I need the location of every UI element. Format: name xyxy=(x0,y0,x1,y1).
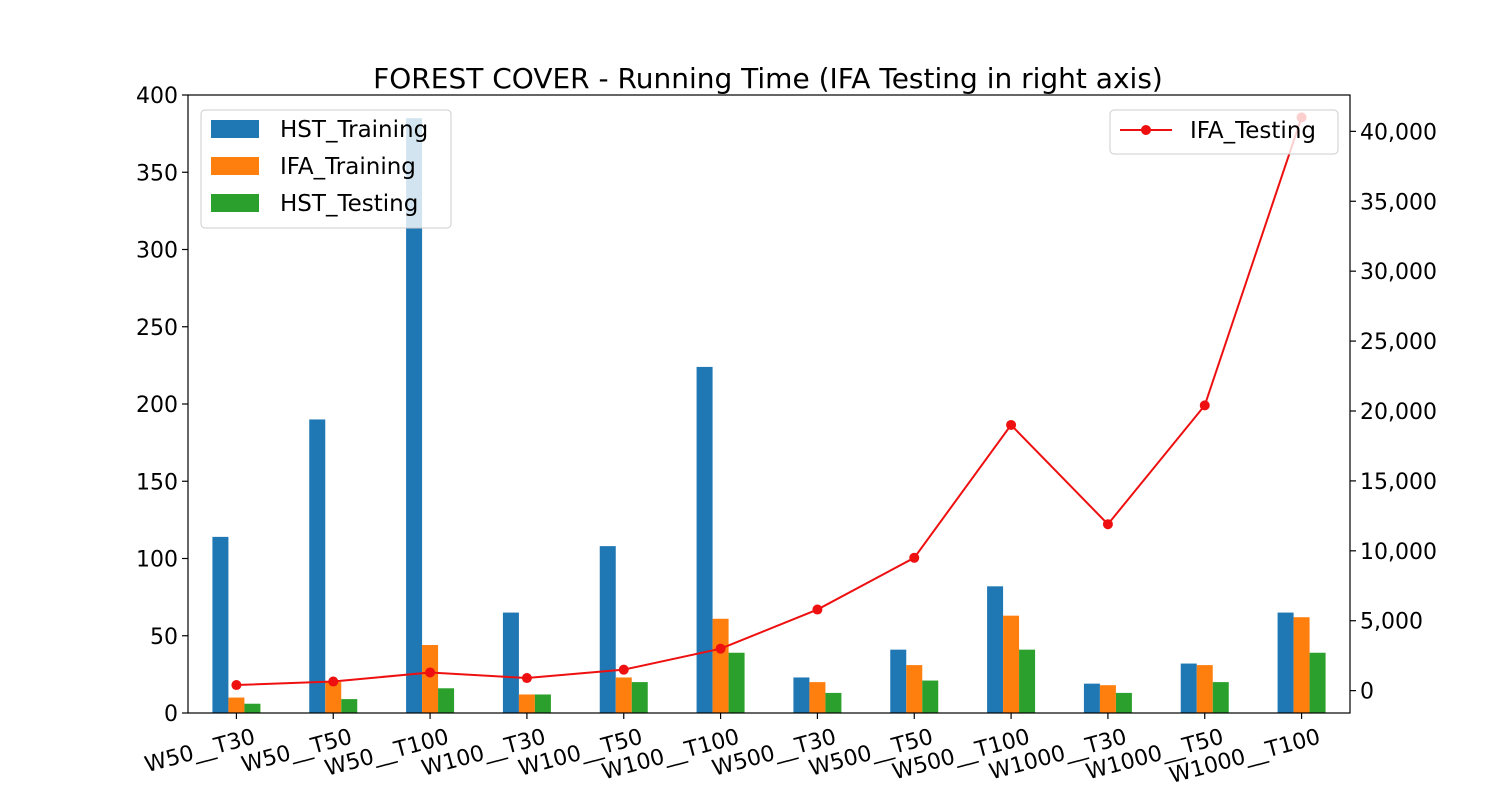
point-ifa-testing-w50-t100 xyxy=(425,667,436,678)
legend-swatch-hst-training xyxy=(211,120,259,138)
bar-hst-testing-w1000-t30 xyxy=(1115,692,1132,713)
bar-ifa-training-w100-t50 xyxy=(615,677,632,713)
bar-ifa-training-w1000-t100 xyxy=(1293,617,1310,713)
bar-hst-testing-w100-t50 xyxy=(631,682,648,713)
y-tick-label: 0 xyxy=(164,702,178,727)
y2-tick-label: 10,000 xyxy=(1360,540,1437,565)
bar-hst-training-w1000-t30 xyxy=(1083,683,1100,713)
bar-hst-testing-w500-t50 xyxy=(922,680,939,713)
x-ticks-group: W50__T30W50__T50W50__T100W100__T30W100__… xyxy=(142,713,1323,789)
x-tick-label: W50__T30 xyxy=(142,725,258,778)
y2-tick-label: 15,000 xyxy=(1360,470,1437,495)
y-tick-label: 400 xyxy=(136,84,178,109)
legend-right: IFA_Testing xyxy=(1109,109,1339,155)
bar-hst-testing-w1000-t50 xyxy=(1212,682,1229,713)
bar-hst-training-w100-t50 xyxy=(599,546,616,713)
legend-marker-ifa-testing xyxy=(1141,125,1151,135)
bar-hst-training-w100-t100 xyxy=(696,366,713,713)
line-ifa-testing xyxy=(236,117,1303,687)
bar-hst-training-w500-t100 xyxy=(987,586,1004,713)
legend-right-box xyxy=(1109,109,1339,155)
point-ifa-testing-w50-t50 xyxy=(328,676,339,687)
point-ifa-testing-w50-t30 xyxy=(231,680,242,691)
bar-hst-testing-w50-t50 xyxy=(341,699,358,713)
y2-tick-label: 30,000 xyxy=(1360,260,1437,285)
bar-hst-testing-w500-t100 xyxy=(1019,649,1036,713)
point-ifa-testing-w500-t30 xyxy=(812,604,823,615)
y-tick-label: 100 xyxy=(136,548,178,573)
bar-ifa-training-w500-t30 xyxy=(809,682,826,713)
bar-hst-training-w1000-t50 xyxy=(1180,663,1197,713)
legend-label-ifa-training: IFA_Training xyxy=(280,154,416,180)
bar-hst-training-w50-t100 xyxy=(406,118,423,714)
y-tick-label: 350 xyxy=(136,161,178,186)
point-ifa-testing-w1000-t50 xyxy=(1199,400,1210,411)
y-ticks-group: 0 50 100 150 200 250 300 350 400 xyxy=(136,84,188,727)
bar-hst-training-w1000-t100 xyxy=(1277,612,1294,713)
legend-swatch-hst-testing xyxy=(211,194,259,212)
bar-hst-testing-w50-t30 xyxy=(244,703,261,713)
chart-title: FOREST COVER - Running Time (IFA Testing… xyxy=(373,62,1163,95)
bar-ifa-training-w1000-t30 xyxy=(1099,685,1116,713)
bar-hst-testing-w50-t100 xyxy=(438,688,455,713)
legend-label-ifa-testing: IFA_Testing xyxy=(1190,118,1316,144)
bar-hst-training-w100-t30 xyxy=(502,612,519,713)
bar-hst-testing-w100-t30 xyxy=(534,694,551,713)
point-ifa-testing-w500-t100 xyxy=(1006,419,1017,430)
y2-tick-label: 35,000 xyxy=(1360,190,1437,215)
y2-tick-label: 40,000 xyxy=(1360,120,1437,145)
point-ifa-testing-w500-t50 xyxy=(909,552,920,563)
point-ifa-testing-w100-t50 xyxy=(618,664,629,675)
bar-ifa-training-w50-t50 xyxy=(325,682,342,713)
bar-ifa-training-w100-t100 xyxy=(712,618,729,713)
y2-tick-label: 20,000 xyxy=(1360,400,1437,425)
y-tick-label: 50 xyxy=(150,625,178,650)
bar-ifa-training-w100-t30 xyxy=(518,694,535,713)
y-tick-label: 150 xyxy=(136,470,178,495)
y-tick-label: 250 xyxy=(136,316,178,341)
bar-hst-testing-w500-t30 xyxy=(825,692,842,713)
legend-left: HST_Training IFA_Training HST_Testing xyxy=(200,109,452,229)
bar-hst-training-w500-t50 xyxy=(890,649,907,713)
legend-label-hst-testing: HST_Testing xyxy=(280,191,418,217)
bar-ifa-training-w50-t100 xyxy=(422,645,439,713)
point-ifa-testing-w100-t30 xyxy=(521,673,532,684)
point-ifa-testing-w1000-t30 xyxy=(1102,519,1113,530)
legend-label-hst-training: HST_Training xyxy=(280,117,428,143)
y2-ticks-group: 0 5,000 10,000 15,000 20,000 25,000 30,000 35,0… xyxy=(1350,120,1437,705)
bar-hst-training-w500-t30 xyxy=(793,677,810,713)
y-tick-label: 300 xyxy=(136,239,178,264)
bar-ifa-training-w500-t50 xyxy=(906,665,923,713)
legend-left-box xyxy=(200,109,452,229)
legend-swatch-ifa-training xyxy=(211,157,259,175)
ifa-testing-line-group xyxy=(231,112,1307,691)
bar-hst-training-w50-t30 xyxy=(212,536,229,713)
bar-hst-testing-w1000-t100 xyxy=(1309,652,1326,713)
y2-tick-label: 25,000 xyxy=(1360,330,1437,355)
y2-tick-label: 5,000 xyxy=(1360,610,1423,635)
y-tick-label: 200 xyxy=(136,393,178,418)
bar-ifa-training-w1000-t50 xyxy=(1196,665,1213,713)
bar-ifa-training-w500-t100 xyxy=(1003,615,1020,713)
y2-tick-label: 0 xyxy=(1360,680,1374,705)
bar-hst-training-w50-t50 xyxy=(309,419,326,713)
bar-hst-testing-w100-t100 xyxy=(728,652,745,713)
bar-ifa-training-w50-t30 xyxy=(228,697,245,713)
bars-group xyxy=(212,118,1326,714)
point-ifa-testing-w100-t100 xyxy=(715,643,726,654)
